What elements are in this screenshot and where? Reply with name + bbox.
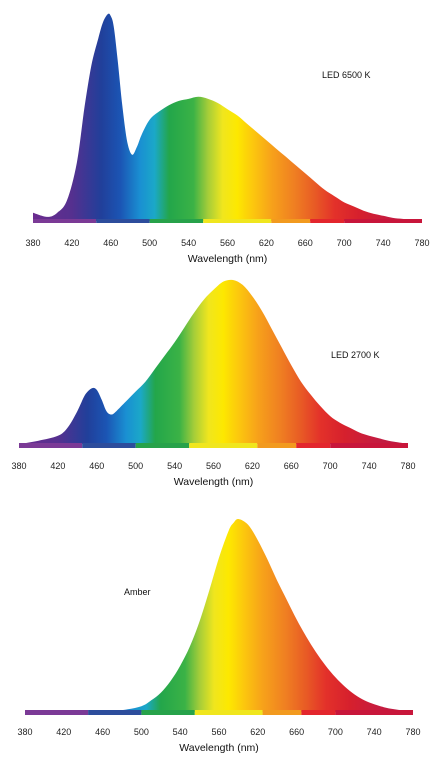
chart-panel-2: 380 420 460 500 540 560 620 660 700 740 780 Wavelen… [11, 279, 416, 488]
wavelength-band [310, 219, 345, 223]
wavelength-band [271, 219, 311, 223]
spectrum-area [25, 518, 413, 712]
tick-label: 780 [414, 238, 429, 248]
wavelength-band [135, 443, 190, 448]
tick-label: 740 [367, 727, 382, 737]
tick-label: 780 [405, 727, 420, 737]
tick-label: 500 [142, 238, 157, 248]
tick-label: 420 [50, 461, 65, 471]
spectrum-area [19, 279, 408, 444]
tick-label: 620 [250, 727, 265, 737]
wavelength-band [262, 710, 302, 715]
tick-label: 460 [89, 461, 104, 471]
tick-label: 560 [211, 727, 226, 737]
chart-annotation: LED 2700 K [331, 350, 380, 360]
tick-label: 420 [56, 727, 71, 737]
tick-label: 740 [362, 461, 377, 471]
tick-label: 700 [337, 238, 352, 248]
wavelength-band [344, 219, 422, 223]
wavelength-band [88, 710, 142, 715]
wavelength-band [189, 443, 258, 448]
wavelength-band [19, 443, 83, 448]
tick-label: 660 [284, 461, 299, 471]
x-axis-label: Wavelength (nm) [179, 742, 259, 754]
x-axis-label: Wavelength (nm) [188, 253, 268, 265]
tick-label: 700 [323, 461, 338, 471]
tick-label: 500 [128, 461, 143, 471]
tick-label: 460 [103, 238, 118, 248]
chart-annotation: Amber [124, 587, 151, 597]
tick-label: 740 [376, 238, 391, 248]
wavelength-band [301, 710, 336, 715]
wavelength-band [335, 710, 413, 715]
tick-label: 560 [206, 461, 221, 471]
tick-label: 380 [11, 461, 26, 471]
wavelength-band [141, 710, 195, 715]
tick-label: 660 [289, 727, 304, 737]
tick-label: 380 [17, 727, 32, 737]
wavelength-band [330, 443, 408, 448]
wavelength-band [25, 710, 89, 715]
tick-label: 780 [400, 461, 415, 471]
chart-annotation: LED 6500 K [322, 70, 371, 80]
tick-label: 660 [298, 238, 313, 248]
wavelength-band [194, 710, 263, 715]
spectrum-area [33, 13, 422, 221]
tick-label: 540 [181, 238, 196, 248]
x-axis-label: Wavelength (nm) [174, 476, 254, 488]
wavelength-band [203, 219, 272, 223]
wavelength-band [257, 443, 297, 448]
wavelength-band [296, 443, 331, 448]
wavelength-band [82, 443, 136, 448]
chart-panel-1: 380 420 460 500 540 560 620 660 700 740 780 Wavelen… [25, 13, 430, 265]
wavelength-band [96, 219, 150, 223]
tick-label: 540 [173, 727, 188, 737]
tick-label: 420 [64, 238, 79, 248]
tick-label: 700 [328, 727, 343, 737]
tick-label: 540 [167, 461, 182, 471]
wavelength-band [33, 219, 97, 223]
tick-label: 620 [259, 238, 274, 248]
tick-label: 620 [245, 461, 260, 471]
chart-panel-3: 380 420 460 500 540 560 620 660 700 740 780 Wavelen… [17, 518, 421, 754]
tick-label: 500 [134, 727, 149, 737]
tick-label: 560 [220, 238, 235, 248]
wavelength-band [149, 219, 204, 223]
tick-label: 380 [25, 238, 40, 248]
tick-label: 460 [95, 727, 110, 737]
